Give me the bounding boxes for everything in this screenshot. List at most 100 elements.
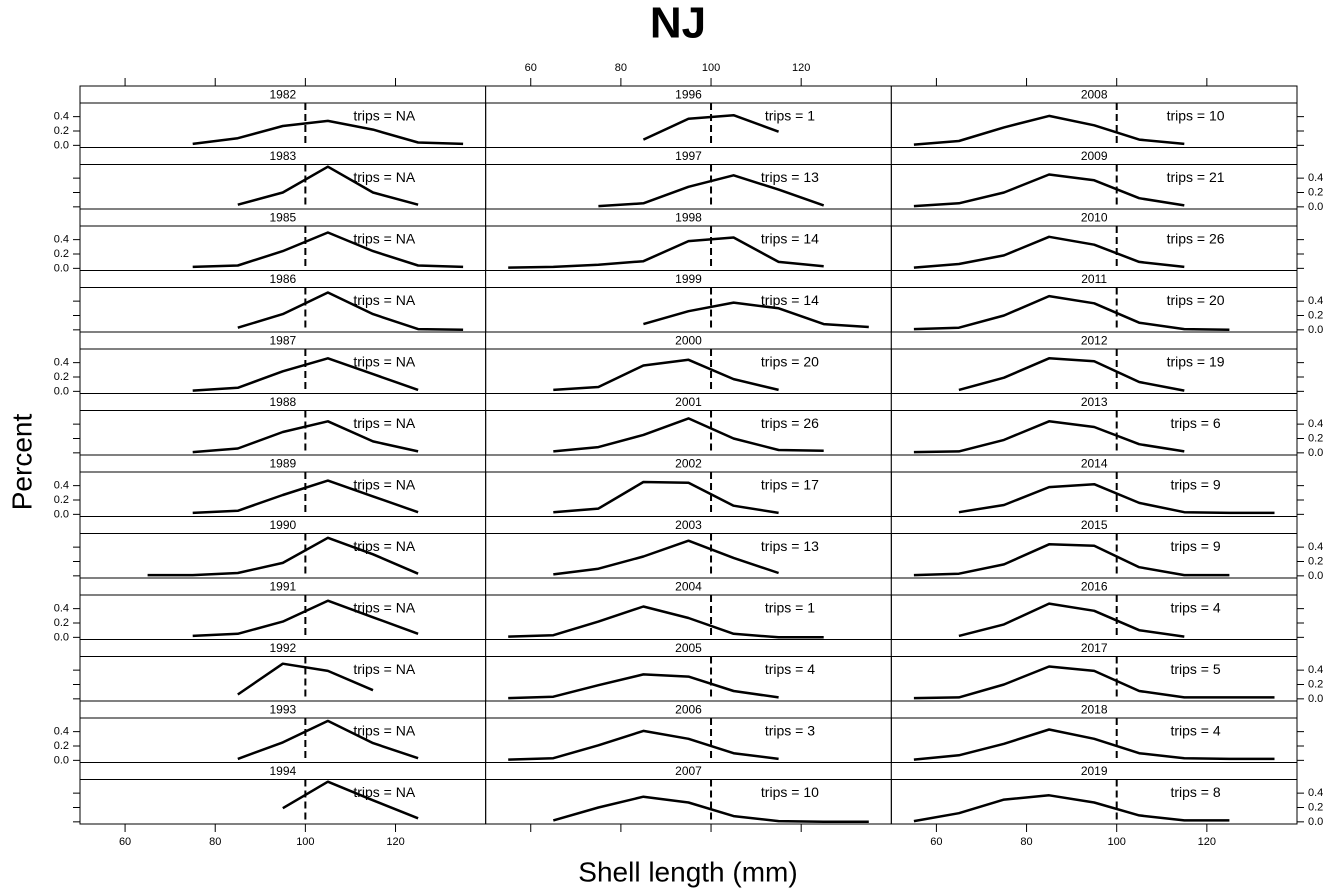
panel: [485, 471, 892, 517]
strip-label: 2006: [675, 703, 702, 717]
strip-label: 1988: [269, 395, 296, 409]
y-tick-label: 0.4: [1308, 295, 1323, 307]
strip-label: 2013: [1081, 395, 1108, 409]
panel: [890, 656, 1298, 702]
x-tick-label: 80: [1020, 836, 1032, 848]
line: [913, 235, 1185, 269]
line: [913, 794, 1230, 823]
annotation: trips = 10: [1167, 108, 1225, 124]
annotation: trips = 8: [1170, 784, 1220, 800]
panel: [485, 225, 892, 271]
line: [192, 479, 419, 515]
line: [958, 602, 1185, 638]
annotation: trips = 4: [765, 661, 815, 677]
panel: [485, 102, 892, 148]
annotation: trips = 1: [765, 108, 815, 124]
strip-label: 1999: [675, 272, 702, 286]
y-tick-label: 0.2: [54, 125, 69, 137]
strip-label: 1982: [269, 88, 296, 102]
panel: [890, 348, 1298, 394]
strip-label: 2009: [1081, 149, 1108, 163]
annotation: trips = 9: [1170, 477, 1220, 493]
annotation: trips = 3: [765, 723, 815, 739]
annotation: trips = 14: [761, 231, 819, 247]
line: [553, 358, 779, 392]
y-tick-label: 0.4: [54, 480, 69, 492]
y-tick-label: 0.4: [54, 726, 69, 738]
x-tick-label: 120: [792, 62, 810, 74]
y-tick-label: 0.4: [54, 234, 69, 246]
strip-label: 2018: [1081, 703, 1108, 717]
y-tick-label: 0.4: [1308, 172, 1323, 184]
strip-label: 1983: [269, 149, 296, 163]
strip-label: 1986: [269, 272, 296, 286]
line: [552, 795, 869, 824]
x-tick-label: 60: [525, 62, 537, 74]
x-tick-label: 120: [1198, 836, 1216, 848]
y-tick-label: 0.2: [54, 494, 69, 506]
annotation: trips = NA: [353, 231, 416, 247]
strip-label: 2014: [1081, 457, 1108, 471]
strip-label: 1996: [675, 88, 702, 102]
line: [282, 780, 419, 820]
annotation: trips = NA: [353, 108, 416, 124]
annotation: trips = NA: [353, 477, 416, 493]
line: [192, 119, 464, 146]
line: [553, 417, 824, 453]
line: [508, 673, 779, 700]
line: [192, 231, 464, 269]
y-tick-label: 0.2: [54, 371, 69, 383]
panel: [890, 471, 1298, 517]
panel: [79, 164, 487, 210]
y-tick-label: 0.0: [1308, 324, 1323, 336]
y-tick-label: 0.0: [54, 262, 69, 274]
y-tick-label: 0.4: [1308, 541, 1323, 553]
strip-label: 2003: [675, 518, 702, 532]
line: [913, 173, 1185, 208]
strip-label: 1985: [269, 211, 296, 225]
x-tick-label: 100: [702, 62, 720, 74]
panel: [79, 287, 487, 333]
annotation: trips = 17: [761, 477, 819, 493]
y-tick-label: 0.0: [1308, 570, 1323, 582]
y-tick-label: 0.4: [1308, 664, 1323, 676]
annotation: trips = NA: [353, 538, 416, 554]
x-tick-label: 100: [1108, 836, 1126, 848]
annotation: trips = 5: [1170, 661, 1220, 677]
strip-label: 1991: [269, 580, 296, 594]
line: [598, 174, 825, 208]
line: [237, 291, 464, 332]
line: [508, 729, 779, 761]
strip-label: 2000: [675, 334, 702, 348]
y-tick-label: 0.0: [1308, 693, 1323, 705]
y-tick-label: 0.4: [1308, 418, 1323, 430]
panel: [485, 348, 892, 394]
line: [192, 420, 419, 454]
strip-label: 1989: [269, 457, 296, 471]
y-tick-label: 0.0: [54, 139, 69, 151]
strip-label: 1998: [675, 211, 702, 225]
annotation: trips = 9: [1170, 538, 1220, 554]
strip-label: 1992: [269, 641, 296, 655]
y-tick-label: 0.2: [54, 248, 69, 260]
y-tick-label: 0.2: [1308, 186, 1323, 198]
annotation: trips = 4: [1170, 723, 1220, 739]
y-tick-label: 0.0: [54, 508, 69, 520]
y-tick-label: 0.0: [54, 631, 69, 643]
annotation: trips = 20: [761, 354, 819, 370]
strip-label: 2017: [1081, 641, 1108, 655]
line: [553, 539, 779, 576]
strip-label: 1997: [675, 149, 702, 163]
annotation: trips = 4: [1170, 600, 1220, 616]
annotation: trips = 26: [761, 415, 819, 431]
y-axis-label: Percent: [6, 414, 37, 511]
panel: [79, 225, 487, 271]
line: [192, 599, 419, 638]
annotation: trips = NA: [353, 784, 416, 800]
y-tick-label: 0.0: [1308, 447, 1323, 459]
line: [147, 536, 419, 577]
x-tick-label: 120: [386, 836, 404, 848]
annotation: trips = 26: [1167, 231, 1225, 247]
line: [237, 662, 374, 696]
